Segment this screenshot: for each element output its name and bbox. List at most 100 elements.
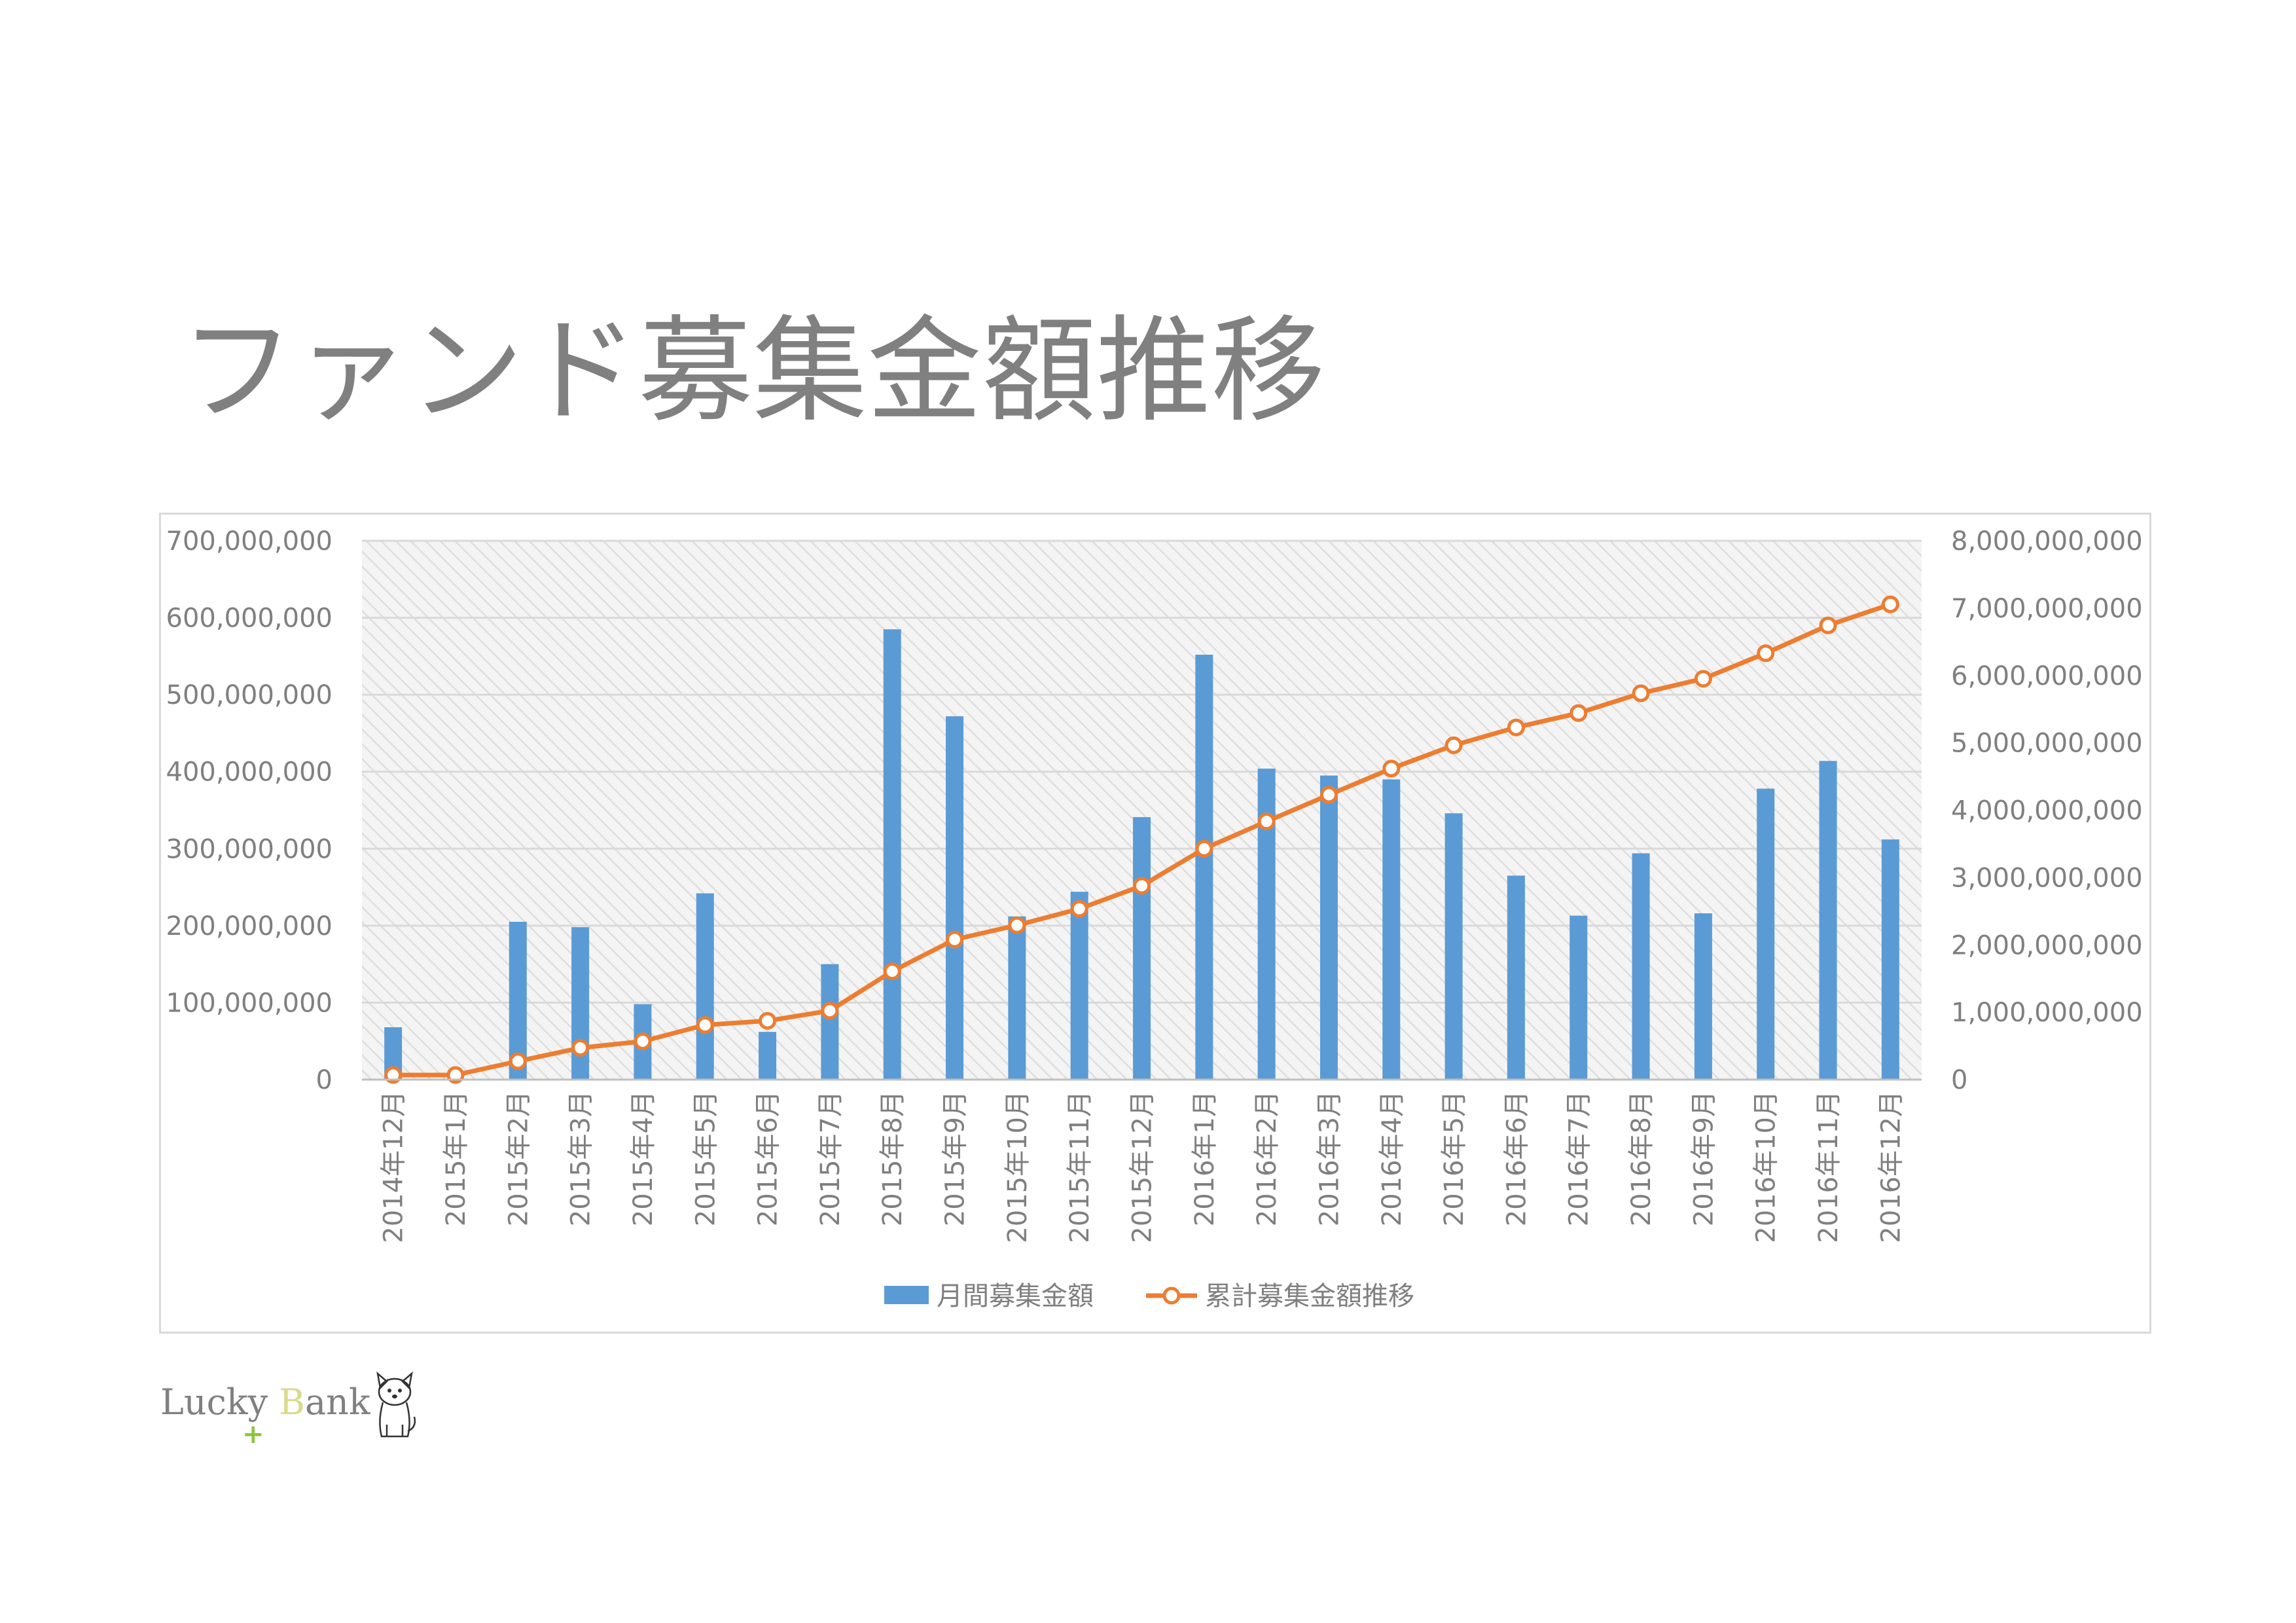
bar bbox=[1507, 875, 1525, 1080]
bar bbox=[1632, 853, 1650, 1080]
line-point bbox=[1195, 839, 1213, 858]
x-tick-label: 2015年5月 bbox=[691, 1091, 721, 1226]
bar bbox=[696, 893, 714, 1080]
x-tick-label: 2015年6月 bbox=[753, 1091, 783, 1226]
x-tick-label: 2016年3月 bbox=[1314, 1091, 1344, 1226]
left-tick-label: 200,000,000 bbox=[166, 911, 332, 941]
bar bbox=[571, 927, 590, 1080]
x-tick-label: 2016年12月 bbox=[1876, 1091, 1906, 1243]
line-point bbox=[1507, 718, 1525, 737]
bar-series bbox=[384, 629, 1899, 1080]
line-point bbox=[946, 930, 964, 949]
line-point bbox=[1570, 704, 1588, 722]
x-tick-label: 2015年4月 bbox=[628, 1091, 658, 1226]
line-point bbox=[571, 1039, 590, 1057]
x-tick-label: 2015年8月 bbox=[878, 1091, 908, 1226]
left-tick-label: 500,000,000 bbox=[166, 680, 332, 710]
line-point bbox=[509, 1052, 527, 1070]
x-tick-label: 2015年2月 bbox=[503, 1091, 533, 1226]
line-point bbox=[696, 1016, 714, 1034]
line-point bbox=[634, 1032, 652, 1050]
x-tick-label: 2015年3月 bbox=[566, 1091, 596, 1226]
left-tick-label: 700,000,000 bbox=[166, 526, 332, 556]
bar bbox=[1694, 913, 1712, 1080]
bar bbox=[1319, 775, 1338, 1080]
left-axis: 0 100,000,000 200,000,000 300,000,000 400,00… bbox=[166, 526, 332, 1095]
line-point bbox=[1319, 786, 1338, 804]
right-tick-label: 2,000,000,000 bbox=[1951, 930, 2143, 960]
line-point bbox=[1133, 877, 1151, 895]
x-tick-label: 2015年12月 bbox=[1128, 1091, 1158, 1243]
lucky-bank-logo: Lucky Bank + bbox=[160, 1368, 422, 1450]
line-point bbox=[883, 962, 901, 981]
line-point bbox=[821, 1002, 839, 1020]
legend-marker-line bbox=[1162, 1286, 1181, 1305]
line-point bbox=[1881, 595, 1899, 613]
bar bbox=[1819, 761, 1837, 1080]
line-point bbox=[1257, 812, 1276, 831]
line-point bbox=[1819, 616, 1837, 634]
right-tick-label: 5,000,000,000 bbox=[1951, 729, 2143, 759]
bar bbox=[1195, 655, 1213, 1080]
line-point bbox=[1070, 900, 1088, 918]
x-tick-label: 2016年2月 bbox=[1252, 1091, 1282, 1226]
x-tick-label: 2016年4月 bbox=[1377, 1091, 1407, 1226]
x-tick-label: 2016年11月 bbox=[1814, 1091, 1844, 1243]
right-tick-label: 0 bbox=[1951, 1065, 1967, 1095]
line-point bbox=[1444, 736, 1463, 754]
logo-text: Lucky Bank bbox=[160, 1381, 370, 1423]
left-tick-label: 600,000,000 bbox=[166, 604, 332, 634]
x-tick-label: 2016年8月 bbox=[1626, 1091, 1657, 1226]
bar bbox=[1070, 892, 1088, 1080]
right-tick-label: 8,000,000,000 bbox=[1951, 526, 2143, 556]
x-tick-label: 2015年10月 bbox=[1003, 1091, 1033, 1243]
right-tick-label: 1,000,000,000 bbox=[1951, 998, 2143, 1028]
logo-cross-icon: + bbox=[242, 1419, 264, 1450]
right-tick-label: 4,000,000,000 bbox=[1951, 796, 2143, 826]
legend-label-line: 累計募集金額推移 bbox=[1205, 1281, 1414, 1311]
line-point bbox=[1632, 684, 1650, 702]
bar bbox=[821, 964, 839, 1080]
bar bbox=[1008, 916, 1026, 1080]
bar bbox=[1133, 817, 1151, 1080]
left-tick-label: 400,000,000 bbox=[166, 757, 332, 788]
line-point bbox=[1008, 916, 1026, 934]
line-point bbox=[1694, 670, 1712, 688]
bar bbox=[946, 716, 964, 1080]
line-point bbox=[1382, 759, 1401, 778]
x-tick-label: 2016年7月 bbox=[1564, 1091, 1594, 1226]
x-tick-label: 2016年1月 bbox=[1190, 1091, 1220, 1226]
right-tick-label: 7,000,000,000 bbox=[1951, 594, 2143, 624]
legend: 月間募集金額 累計募集金額推移 bbox=[884, 1281, 1414, 1311]
bar bbox=[1382, 779, 1401, 1080]
x-tick-label: 2015年7月 bbox=[816, 1091, 846, 1226]
bar bbox=[1444, 813, 1463, 1080]
x-tick-label: 2015年1月 bbox=[441, 1091, 471, 1226]
line-series bbox=[384, 595, 1899, 1084]
x-tick-label: 2015年11月 bbox=[1065, 1091, 1095, 1243]
dog-mascot-icon bbox=[376, 1371, 416, 1438]
right-axis: 0 1,000,000,000 2,000,000,000 3,000,000,000… bbox=[1951, 526, 2143, 1095]
x-tick-label: 2015年9月 bbox=[941, 1091, 971, 1226]
combo-chart: 0 100,000,000 200,000,000 300,000,000 400,00… bbox=[166, 526, 2143, 1311]
x-tick-label: 2016年9月 bbox=[1689, 1091, 1719, 1226]
left-tick-label: 0 bbox=[316, 1065, 332, 1095]
x-tick-label: 2016年10月 bbox=[1751, 1091, 1782, 1243]
x-axis: 2014年12月 2015年1月 2015年2月 2015年3月 2015年4月 2015… bbox=[362, 1078, 1922, 1243]
left-tick-label: 300,000,000 bbox=[166, 834, 332, 864]
x-tick-label: 2016年5月 bbox=[1439, 1091, 1469, 1226]
line-point bbox=[1757, 644, 1775, 663]
right-tick-label: 3,000,000,000 bbox=[1951, 863, 2143, 893]
line-point bbox=[759, 1012, 777, 1030]
bar bbox=[1757, 788, 1775, 1080]
bar bbox=[883, 629, 901, 1080]
right-tick-label: 6,000,000,000 bbox=[1951, 661, 2143, 691]
bar bbox=[759, 1032, 777, 1080]
x-tick-label: 2016年6月 bbox=[1501, 1091, 1532, 1226]
left-tick-label: 100,000,000 bbox=[166, 988, 332, 1018]
bar bbox=[1570, 915, 1588, 1080]
bar bbox=[1881, 839, 1899, 1080]
legend-swatch-bars bbox=[884, 1286, 929, 1304]
page-title: ファンド募集金額推移 bbox=[180, 305, 1325, 438]
legend-label-bars: 月間募集金額 bbox=[937, 1281, 1094, 1311]
